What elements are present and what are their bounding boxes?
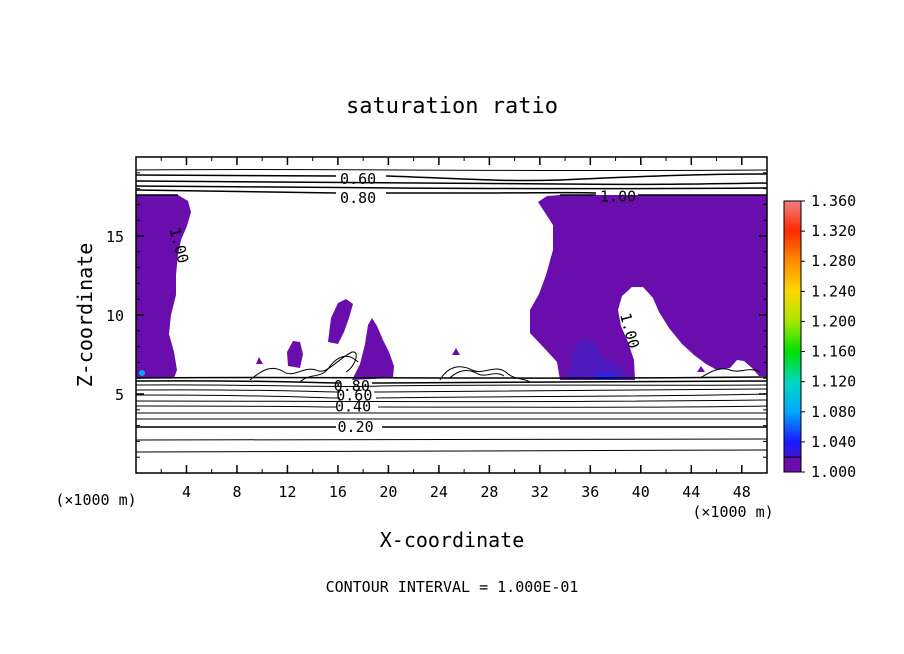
contour-label: 0.80 (334, 377, 370, 395)
contour-line (136, 388, 767, 393)
colorbar-label: 1.120 (811, 373, 856, 391)
contour-line (249, 351, 357, 381)
contour-line (136, 180, 767, 186)
contour-line (136, 399, 767, 403)
contour-line (136, 405, 767, 408)
x-axis: 4 8 12 16 20 24 28 32 36 40 44 48 (160, 157, 751, 501)
y-tick-label: 15 (106, 228, 124, 246)
contour-line (136, 173, 767, 182)
colorbar-swatch (783, 456, 802, 473)
contour-line (136, 189, 597, 194)
colorbar-label: 1.320 (811, 222, 856, 240)
x-tick-label: 40 (632, 483, 650, 501)
y-tick-label: 10 (106, 307, 124, 325)
contour-line (136, 376, 767, 379)
contour-label: 0.20 (338, 418, 374, 436)
y-tick-label: 5 (115, 386, 124, 404)
saturated-blob-f (697, 366, 705, 372)
chart-title: saturation ratio (346, 94, 558, 119)
contour-line (136, 168, 767, 172)
y-axis-label: Z-coordinate (73, 243, 97, 388)
colorbar-gradient (783, 200, 802, 473)
contour-label: 0.40 (335, 398, 371, 416)
x-tick-label: 36 (581, 483, 599, 501)
contour-line (136, 449, 767, 453)
saturated-blob-d (256, 357, 263, 364)
x-axis-label: X-coordinate (380, 528, 525, 552)
contour-interval-note: CONTOUR INTERVAL = 1.000E-01 (326, 578, 579, 596)
z-unit-label: (×1000 m) (55, 491, 136, 509)
x-tick-label: 28 (480, 483, 498, 501)
colorbar-label: 1.040 (811, 433, 856, 451)
contour-label: 1.00 (600, 188, 636, 206)
saturated-region-right (530, 195, 767, 380)
x-tick-label: 4 (182, 483, 191, 501)
contour-line (136, 438, 767, 441)
colorbar: 1.360 1.320 1.280 1.240 1.200 1.160 1.120 1.080… (783, 192, 856, 481)
contour-line (136, 412, 767, 414)
x-tick-label: 12 (278, 483, 296, 501)
x-tick-label: 32 (531, 483, 549, 501)
higher-ratio-pocket (568, 338, 630, 380)
contour-label: 0.60 (336, 387, 372, 405)
contour-label: 0.80 (340, 189, 376, 207)
x-tick-label: 16 (329, 483, 347, 501)
contour-label-group: 0.600.80 1.001.001.000.800.600.400.20 (166, 170, 643, 436)
colorbar-label: 1.240 (811, 282, 856, 300)
x-tick-label: 48 (733, 483, 751, 501)
colorbar-label: 1.360 (811, 192, 856, 210)
x-tick-label: 8 (232, 483, 241, 501)
high-ratio-spot (139, 370, 145, 376)
contour-line (136, 185, 767, 190)
contour-line (136, 384, 767, 388)
contour-line (449, 370, 505, 379)
colorbar-label: 1.000 (811, 463, 856, 481)
saturated-region-left (136, 195, 191, 378)
colorbar-label: 1.080 (811, 403, 856, 421)
colorbar-label: 1.280 (811, 252, 856, 270)
contour-label: 0.60 (340, 170, 376, 188)
contour-line (699, 368, 761, 379)
saturated-blob-c (352, 318, 394, 380)
contour-line (136, 393, 767, 399)
colorbar-label: 1.200 (811, 312, 856, 330)
x-tick-label: 44 (682, 483, 700, 501)
saturated-blob-b (287, 341, 303, 368)
x-unit-label: (×1000 m) (692, 503, 773, 521)
x-tick-label: 20 (379, 483, 397, 501)
saturated-blob-e (452, 348, 460, 355)
y-axis: 5 10 15 (106, 172, 767, 458)
contour-line (136, 380, 767, 384)
colorbar-label: 1.160 (811, 343, 856, 361)
x-tick-label: 24 (430, 483, 448, 501)
saturated-blob-a (328, 299, 353, 344)
plot-area (136, 168, 767, 453)
